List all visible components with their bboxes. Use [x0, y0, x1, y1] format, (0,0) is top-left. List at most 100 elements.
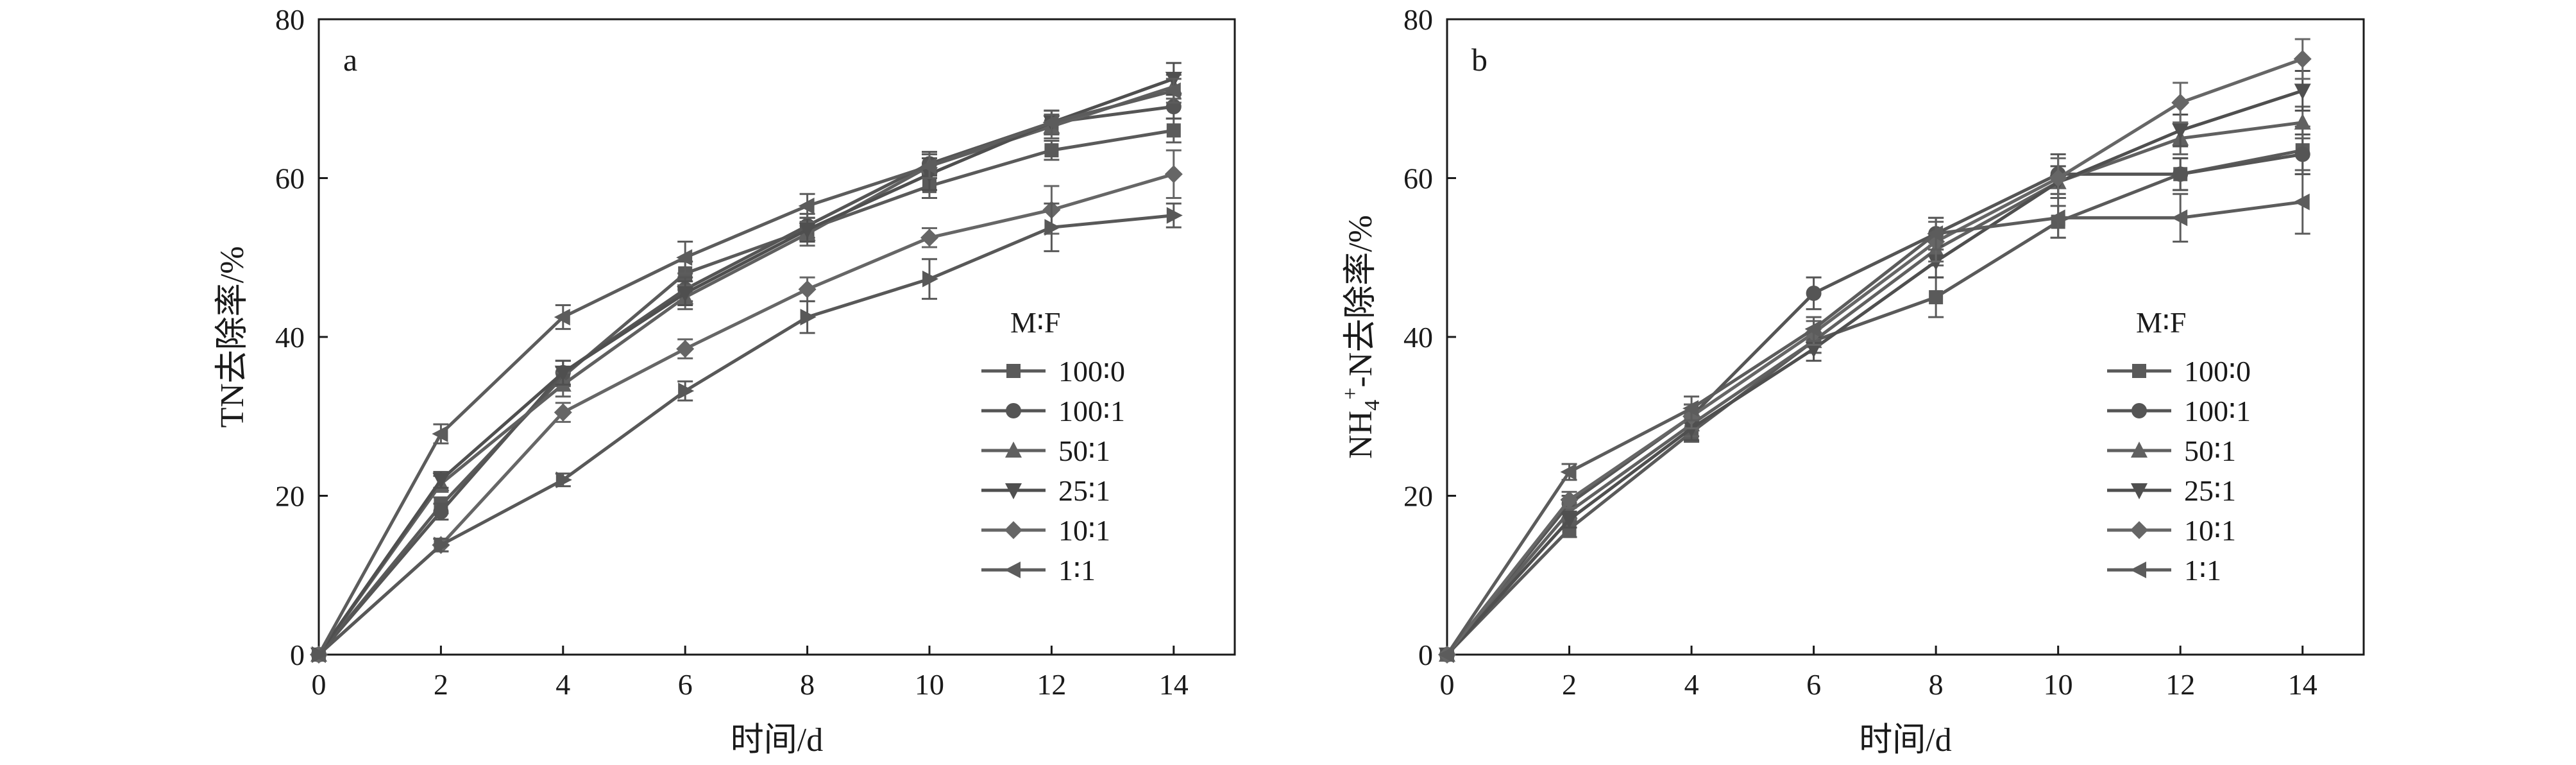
legend-marker: [2130, 562, 2146, 578]
legend-label: 1∶1: [2184, 554, 2221, 587]
x-tick-label: 2: [434, 668, 448, 701]
x-axis-label: 时间/d: [731, 722, 823, 759]
legend-label: 100∶1: [2184, 395, 2251, 427]
legend-label: 25∶1: [1058, 474, 1110, 507]
chart-panel-a: 0 2 4 6 8 10 12 14 0 20 40 60 80 时间/d TN去除率/% a M∶F 100∶0…: [214, 3, 1236, 759]
x-tick-label: 2: [1562, 668, 1577, 701]
data-point: [2293, 193, 2310, 211]
y-axis-label-sup: +: [1339, 388, 1362, 400]
data-point: [1164, 82, 1181, 99]
data-point: [1164, 165, 1183, 184]
data-point: [2172, 123, 2189, 140]
y-axis-label-post: -N去除率/%: [1343, 215, 1379, 388]
x-tick-label: 6: [678, 668, 693, 701]
data-point: [1166, 207, 1183, 224]
data-point: [1044, 143, 1059, 158]
data-point: [922, 270, 938, 288]
y-tick-label: 60: [1403, 162, 1433, 195]
data-point: [1560, 490, 1579, 509]
series-line: [318, 128, 1174, 656]
series-line: [317, 77, 1174, 656]
series-group: [311, 94, 1182, 662]
legend-label: 1∶1: [1058, 554, 1096, 587]
series-group: [312, 202, 1183, 663]
data-point: [2049, 209, 2065, 227]
data-point: [2049, 169, 2067, 187]
data-point: [676, 340, 695, 358]
data-point: [1561, 512, 1578, 529]
y-tick-label: 20: [275, 480, 305, 513]
data-point: [1560, 463, 1577, 481]
y-tick-label: 80: [275, 3, 305, 36]
y-tick-label: 60: [275, 162, 305, 195]
legend-title: M∶F: [1010, 306, 1060, 339]
data-point: [2294, 83, 2311, 100]
data-point: [432, 425, 448, 442]
panel-label: b: [1471, 42, 1487, 78]
series-group: [1438, 169, 2310, 663]
data-point: [677, 286, 694, 302]
data-point: [554, 365, 572, 382]
legend-marker: [2130, 521, 2148, 539]
data-point: [1166, 123, 1181, 138]
data-point: [800, 309, 817, 326]
data-point: [1044, 219, 1061, 236]
y-axis-label: NH4+-N去除率/%: [1339, 215, 1384, 459]
x-tick-label: 14: [2288, 668, 2318, 701]
series-line: [318, 105, 1174, 656]
data-point: [798, 280, 817, 298]
y-axis-label-pre: NH: [1343, 411, 1379, 459]
y-tick-label: 40: [275, 321, 305, 354]
x-tick-label: 10: [2044, 668, 2073, 701]
x-axis-label: 时间/d: [1859, 722, 1951, 759]
data-point: [2171, 93, 2190, 112]
data-point: [1929, 290, 1944, 305]
legend-marker: [1006, 403, 1021, 418]
data-point: [1438, 646, 1454, 663]
data-point: [1042, 114, 1059, 131]
data-point: [1806, 285, 1822, 301]
data-point: [432, 472, 450, 489]
data-point: [920, 228, 938, 247]
x-tick-label: 8: [800, 668, 815, 701]
data-point: [678, 382, 695, 400]
data-point: [920, 157, 936, 175]
data-point: [1927, 225, 1944, 243]
legend-marker: [1005, 483, 1022, 499]
x-tick-label: 0: [312, 668, 326, 701]
data-point: [434, 537, 450, 554]
legend-label: 10∶1: [2184, 514, 2236, 547]
x-tick-label: 4: [1684, 668, 1699, 701]
chart-panel-b: 0 2 4 6 8 10 12 14020406080时间/dNH4+-N去除率/%bM∶F1…: [1339, 3, 2365, 759]
data-point: [2171, 209, 2188, 227]
data-point: [676, 249, 693, 266]
series-group: [310, 74, 1182, 662]
legend-marker: [2131, 483, 2148, 499]
x-tick-label: 4: [555, 668, 570, 701]
data-point: [1682, 400, 1699, 417]
legend-label: 50∶1: [1058, 434, 1110, 467]
data-point: [2294, 113, 2311, 130]
x-tick-label: 8: [1929, 668, 1944, 701]
series-line: [1446, 57, 2303, 656]
series-line: [318, 214, 1174, 656]
data-point: [554, 309, 570, 326]
legend-title: M∶F: [2136, 306, 2186, 339]
legend-label: 100∶0: [1058, 355, 1125, 388]
series-line: [318, 172, 1174, 656]
data-point: [2294, 146, 2310, 162]
y-axis-label-sub: 4: [1360, 400, 1384, 411]
legend: M∶F 100∶0 100∶1 50∶1 25∶1 10∶1 1∶1: [981, 306, 1125, 587]
data-point: [554, 403, 572, 422]
x-tick-label: 10: [915, 668, 944, 701]
y-tick-label: 0: [1418, 639, 1433, 671]
legend-label: 100∶0: [2184, 355, 2251, 388]
legend-marker: [2132, 364, 2146, 378]
series-line: [1446, 152, 2303, 656]
legend-label: 50∶1: [2184, 434, 2236, 467]
legend-marker: [1006, 364, 1021, 378]
data-point: [555, 471, 572, 488]
data-point: [799, 222, 816, 239]
data-point: [1804, 320, 1821, 338]
